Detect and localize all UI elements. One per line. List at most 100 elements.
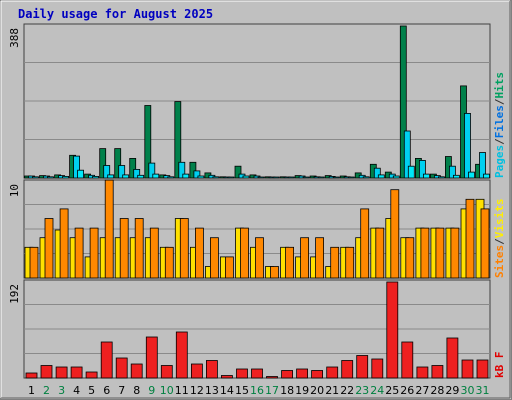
legend-entry: /: [493, 138, 506, 145]
bar-sites-day-29: [450, 227, 460, 279]
bar-pages-day-11: [182, 173, 190, 179]
bar-kb-f-day-31: [476, 359, 489, 379]
day-label-27: 27: [415, 384, 429, 397]
bar-files-day-29: [448, 165, 456, 179]
bar-sites-day-24: [375, 227, 385, 279]
bar-files-day-8: [133, 168, 141, 179]
day-label-7: 7: [118, 384, 125, 397]
legend-entry: /: [493, 98, 506, 105]
day-label-8: 8: [133, 384, 140, 397]
bar-files-day-26: [403, 130, 411, 179]
bar-files-day-24: [373, 167, 381, 179]
bar-kb-f-day-11: [175, 331, 188, 379]
bar-sites-day-21: [330, 246, 340, 279]
bar-files-day-12: [193, 170, 201, 179]
bar-sites-day-12: [194, 227, 204, 279]
day-label-18: 18: [280, 384, 294, 397]
bar-pages-day-13: [212, 176, 220, 179]
y-max-label: 10: [8, 184, 21, 197]
bar-kb-f-day-1: [25, 372, 38, 379]
day-label-15: 15: [235, 384, 249, 397]
bar-sites-day-31: [480, 208, 490, 279]
bar-sites-day-27: [420, 227, 430, 279]
bar-sites-day-23: [360, 208, 370, 279]
day-label-17: 17: [265, 384, 279, 397]
bar-pages-day-28: [437, 176, 445, 179]
bar-kb-f-day-13: [205, 360, 218, 379]
day-label-26: 26: [400, 384, 414, 397]
bar-sites-day-20: [315, 237, 325, 279]
bar-sites-day-5: [89, 227, 99, 279]
day-label-30: 30: [461, 384, 475, 397]
bar-sites-day-6: [104, 179, 114, 279]
bar-pages-day-18: [287, 176, 295, 179]
bar-kb-f-day-30: [461, 359, 474, 379]
bar-hits-day-9: [144, 105, 152, 179]
bar-pages-day-31: [483, 173, 490, 179]
bar-hits-day-11: [174, 101, 182, 179]
day-label-19: 19: [295, 384, 309, 397]
bar-pages-day-17: [272, 176, 280, 179]
bar-sites-day-2: [44, 218, 54, 279]
bar-sites-day-13: [209, 237, 219, 279]
bar-sites-day-3: [59, 208, 69, 279]
bar-hits-day-6: [99, 148, 107, 179]
day-label-16: 16: [250, 384, 264, 397]
bar-sites-day-14: [224, 256, 234, 279]
bar-pages-day-24: [377, 174, 385, 179]
bar-pages-day-4: [77, 169, 84, 179]
bar-sites-day-25: [390, 189, 400, 279]
bar-kb-f-day-19: [296, 368, 309, 379]
bar-sites-day-9: [149, 227, 159, 279]
bar-pages-day-22: [347, 176, 355, 179]
legend-entry: Visits: [493, 199, 506, 239]
panel-legend: kB F: [493, 352, 506, 379]
panel-legend: Pages/Files/Hits: [493, 72, 506, 178]
bar-kb-f-day-22: [341, 360, 354, 379]
y-max-label: 192: [8, 284, 21, 304]
bar-pages-day-20: [317, 176, 325, 179]
day-axis: 1 2 3 4 5 6 7 8 9 10 11 12 13 14 15 16 17 18 19 20 21 22 23 24 2…: [28, 384, 490, 397]
bar-sites-day-1: [29, 246, 39, 279]
bar-hits-day-7: [114, 148, 122, 179]
day-label-31: 31: [476, 384, 490, 397]
bar-hits-day-26: [399, 25, 407, 179]
day-label-2: 2: [43, 384, 50, 397]
bar-sites-day-30: [465, 198, 475, 279]
day-label-1: 1: [28, 384, 35, 397]
bar-pages-day-12: [197, 175, 205, 179]
bar-kb-f-day-28: [431, 365, 444, 379]
bar-sites-day-19: [300, 237, 310, 279]
bar-kb-f-day-21: [326, 366, 339, 379]
bar-pages-day-14: [227, 176, 235, 179]
day-label-23: 23: [355, 384, 369, 397]
bar-pages-day-27: [422, 173, 430, 179]
day-label-5: 5: [88, 384, 95, 397]
bar-files-day-9: [148, 162, 156, 179]
bar-kb-f-day-17: [266, 376, 278, 379]
bar-hits-day-12: [189, 161, 197, 179]
bar-pages-day-26: [407, 165, 415, 179]
day-label-22: 22: [340, 384, 354, 397]
legend-entry: kB F: [493, 352, 506, 379]
day-label-12: 12: [190, 384, 204, 397]
day-label-10: 10: [160, 384, 174, 397]
legend-entry: /: [493, 238, 506, 245]
bar-kb-f-day-6: [100, 341, 113, 379]
day-label-3: 3: [58, 384, 65, 397]
bar-kb-f-day-7: [115, 357, 128, 379]
bar-sites-day-17: [270, 266, 279, 279]
bar-sites-day-22: [345, 246, 355, 279]
bar-pages-day-2: [47, 176, 54, 179]
bar-kb-f-day-20: [311, 370, 324, 379]
bar-pages-day-30: [468, 171, 475, 179]
day-label-9: 9: [148, 384, 155, 397]
panel-legend: Sites/Visits: [493, 199, 506, 279]
legend-entry: Pages: [493, 145, 506, 178]
chart-title: Daily usage for August 2025: [18, 7, 213, 21]
bar-kb-f-day-9: [145, 336, 158, 379]
bar-kb-f-day-18: [281, 370, 294, 379]
panel-kbytes: 192 kB F: [8, 279, 506, 379]
